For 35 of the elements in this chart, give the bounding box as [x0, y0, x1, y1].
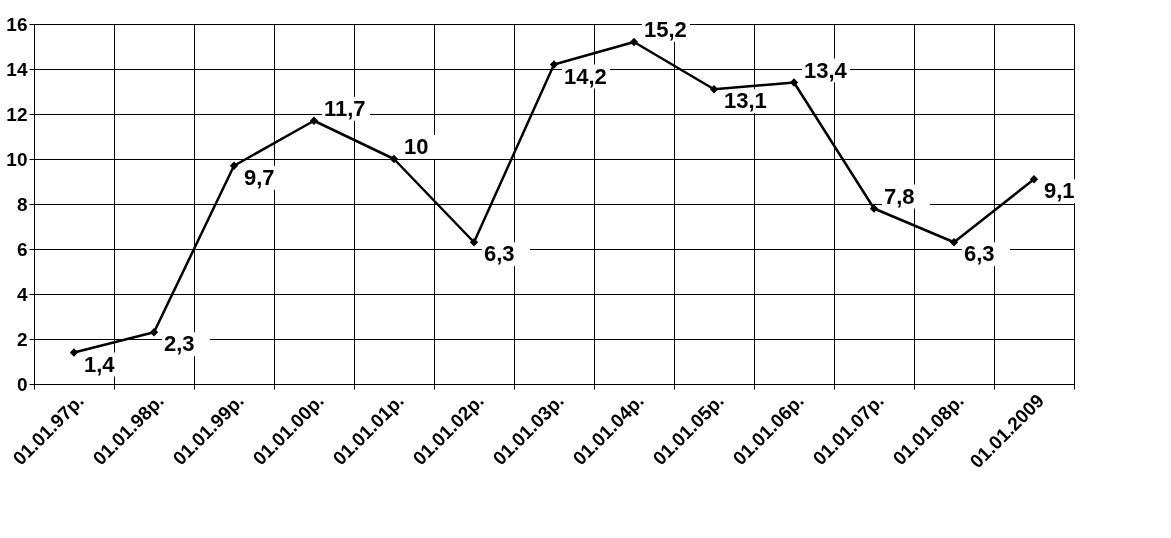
point: [69, 348, 79, 357]
data-label: 7,8: [884, 183, 915, 209]
data-label: 13,4: [804, 57, 848, 83]
point: [149, 328, 159, 337]
data-label: 11,7: [324, 95, 366, 121]
y-tick-label: 16: [6, 13, 28, 35]
data-label: 6,3: [964, 241, 995, 267]
y-tick-label: 10: [6, 148, 28, 170]
point: [949, 238, 959, 247]
point: [789, 78, 799, 87]
y-tick-label: 6: [16, 238, 28, 260]
data-label: 15,2: [644, 17, 687, 42]
point: [309, 116, 319, 125]
y-tick-label: 12: [6, 103, 28, 125]
y-tick-label: 0: [16, 373, 28, 395]
point: [869, 204, 879, 213]
point: [469, 238, 479, 247]
y-tick-label: 8: [16, 193, 28, 215]
data-label: 13,1: [724, 88, 767, 114]
data-label: 6,3: [484, 241, 515, 267]
y-tick-label: 2: [16, 328, 28, 350]
y-tick-label: 14: [6, 58, 28, 80]
data-label: 2,3: [164, 331, 195, 357]
data-label: 1,4: [84, 351, 116, 377]
y-tick-label: 4: [16, 283, 28, 305]
point: [629, 37, 639, 47]
data-label: 9,7: [244, 164, 275, 190]
data-label: 14,2: [564, 63, 607, 89]
point: [709, 85, 719, 94]
data-label: 10: [404, 134, 429, 159]
point: [229, 161, 239, 170]
point: [549, 60, 559, 69]
point: [1029, 175, 1039, 184]
point: [389, 154, 399, 164]
data-label: 9,1: [1044, 178, 1075, 204]
